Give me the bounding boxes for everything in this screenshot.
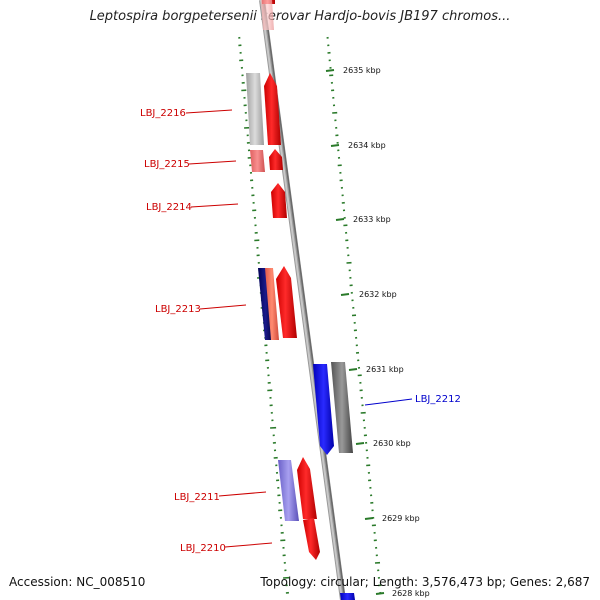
scale-tick-label: 2635 kbp [343, 66, 381, 75]
gene-feature[interactable] [261, 0, 274, 30]
gc-content-track-right [326, 36, 382, 594]
genome-summary-text: Topology: circular; Length: 3,576,473 bp… [260, 575, 590, 589]
scale-tick-label: 2629 kbp [382, 514, 420, 523]
gene-label[interactable]: LBJ_2214 [146, 202, 192, 213]
gene-feature[interactable] [264, 73, 281, 145]
map-title: Leptospira borgpetersenii serovar Hardjo… [89, 9, 511, 24]
gene-feature[interactable] [340, 593, 355, 600]
scale-tick-label: 2631 kbp [366, 365, 404, 374]
scale-ticks: 2635 kbp 2634 kbp 2633 kbp 2632 kbp 2631… [325, 66, 430, 598]
gene-label-group: LBJ_2216 LBJ_2215 LBJ_2214 LBJ_2213 LBJ_… [140, 108, 461, 554]
accession-text: Accession: NC_008510 [9, 575, 146, 589]
gene-label[interactable]: LBJ_2215 [144, 159, 190, 170]
gene-feature[interactable] [265, 268, 279, 340]
gene-label[interactable]: LBJ_2216 [140, 108, 186, 119]
scale-tick-label: 2630 kbp [373, 439, 411, 448]
gene-label[interactable]: LBJ_2212 [415, 394, 461, 405]
gene-features [246, 0, 355, 600]
gene-label[interactable]: LBJ_2211 [174, 492, 220, 503]
gene-feature[interactable] [297, 457, 317, 519]
gene-feature[interactable] [250, 150, 265, 172]
gene-feature[interactable] [278, 460, 299, 521]
gene-label[interactable]: LBJ_2210 [180, 543, 226, 554]
gene-label[interactable]: LBJ_2213 [155, 304, 201, 315]
gene-feature[interactable] [303, 518, 320, 560]
gene-feature[interactable] [331, 362, 353, 453]
gene-feature[interactable] [246, 73, 264, 145]
gene-feature[interactable] [269, 149, 283, 170]
gene-feature[interactable] [258, 268, 273, 340]
scale-tick-label: 2634 kbp [348, 141, 386, 150]
gene-feature[interactable] [276, 266, 297, 338]
scale-tick-label: 2628 kbp [392, 589, 430, 598]
scale-tick-label: 2632 kbp [359, 290, 397, 299]
gene-feature[interactable] [313, 364, 334, 455]
gene-feature[interactable] [271, 183, 287, 218]
scale-tick-label: 2633 kbp [353, 215, 391, 224]
